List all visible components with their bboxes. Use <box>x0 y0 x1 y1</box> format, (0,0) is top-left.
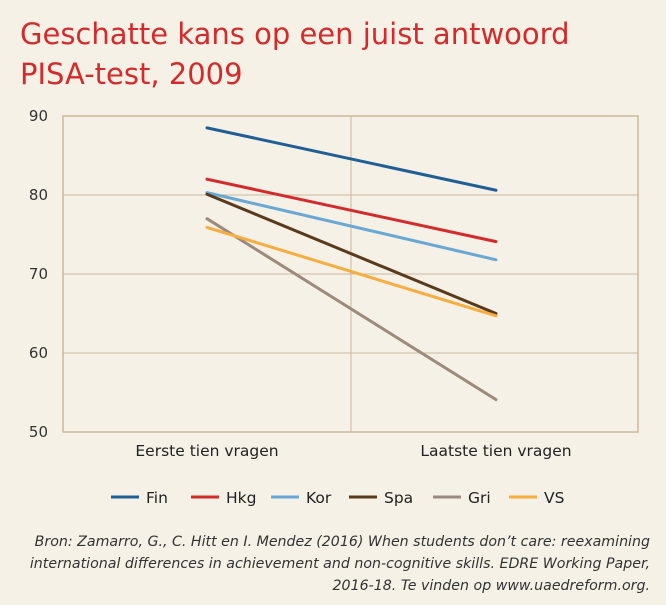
series-line-kor <box>205 191 498 262</box>
series-line-hkg <box>205 177 498 244</box>
y-tick-label: 70 <box>29 265 48 283</box>
grid <box>63 116 638 432</box>
legend-label: Gri <box>468 489 491 507</box>
legend-label: VS <box>544 489 564 507</box>
series-lines <box>205 126 498 402</box>
series-line-vs <box>205 225 498 318</box>
legend-label: Hkg <box>226 489 256 507</box>
legend: Fin Hkg Kor Spa Gri VS <box>111 489 564 507</box>
y-tick-label: 60 <box>29 344 48 362</box>
x-axis: Eerste tien vragen Laatste tien vragen <box>135 442 571 460</box>
source-note: Bron: Zamarro, G., C. Hitt en I. Mendez … <box>29 534 650 594</box>
legend-label: Fin <box>146 489 168 507</box>
series-line-gri <box>205 217 498 402</box>
y-tick-label: 50 <box>29 423 48 441</box>
legend-label: Spa <box>384 489 413 507</box>
legend-label: Kor <box>306 489 332 507</box>
y-tick-label: 80 <box>29 186 48 204</box>
y-tick-label: 90 <box>29 107 48 125</box>
chart-title: Geschatte kans op een juist antwoord PIS… <box>20 17 570 91</box>
y-axis: 50 60 70 80 90 <box>29 107 48 441</box>
series-line-fin <box>205 126 498 192</box>
x-tick-label: Laatste tien vragen <box>420 442 571 460</box>
x-tick-label: Eerste tien vragen <box>135 442 278 460</box>
series-line-spa <box>205 192 498 315</box>
